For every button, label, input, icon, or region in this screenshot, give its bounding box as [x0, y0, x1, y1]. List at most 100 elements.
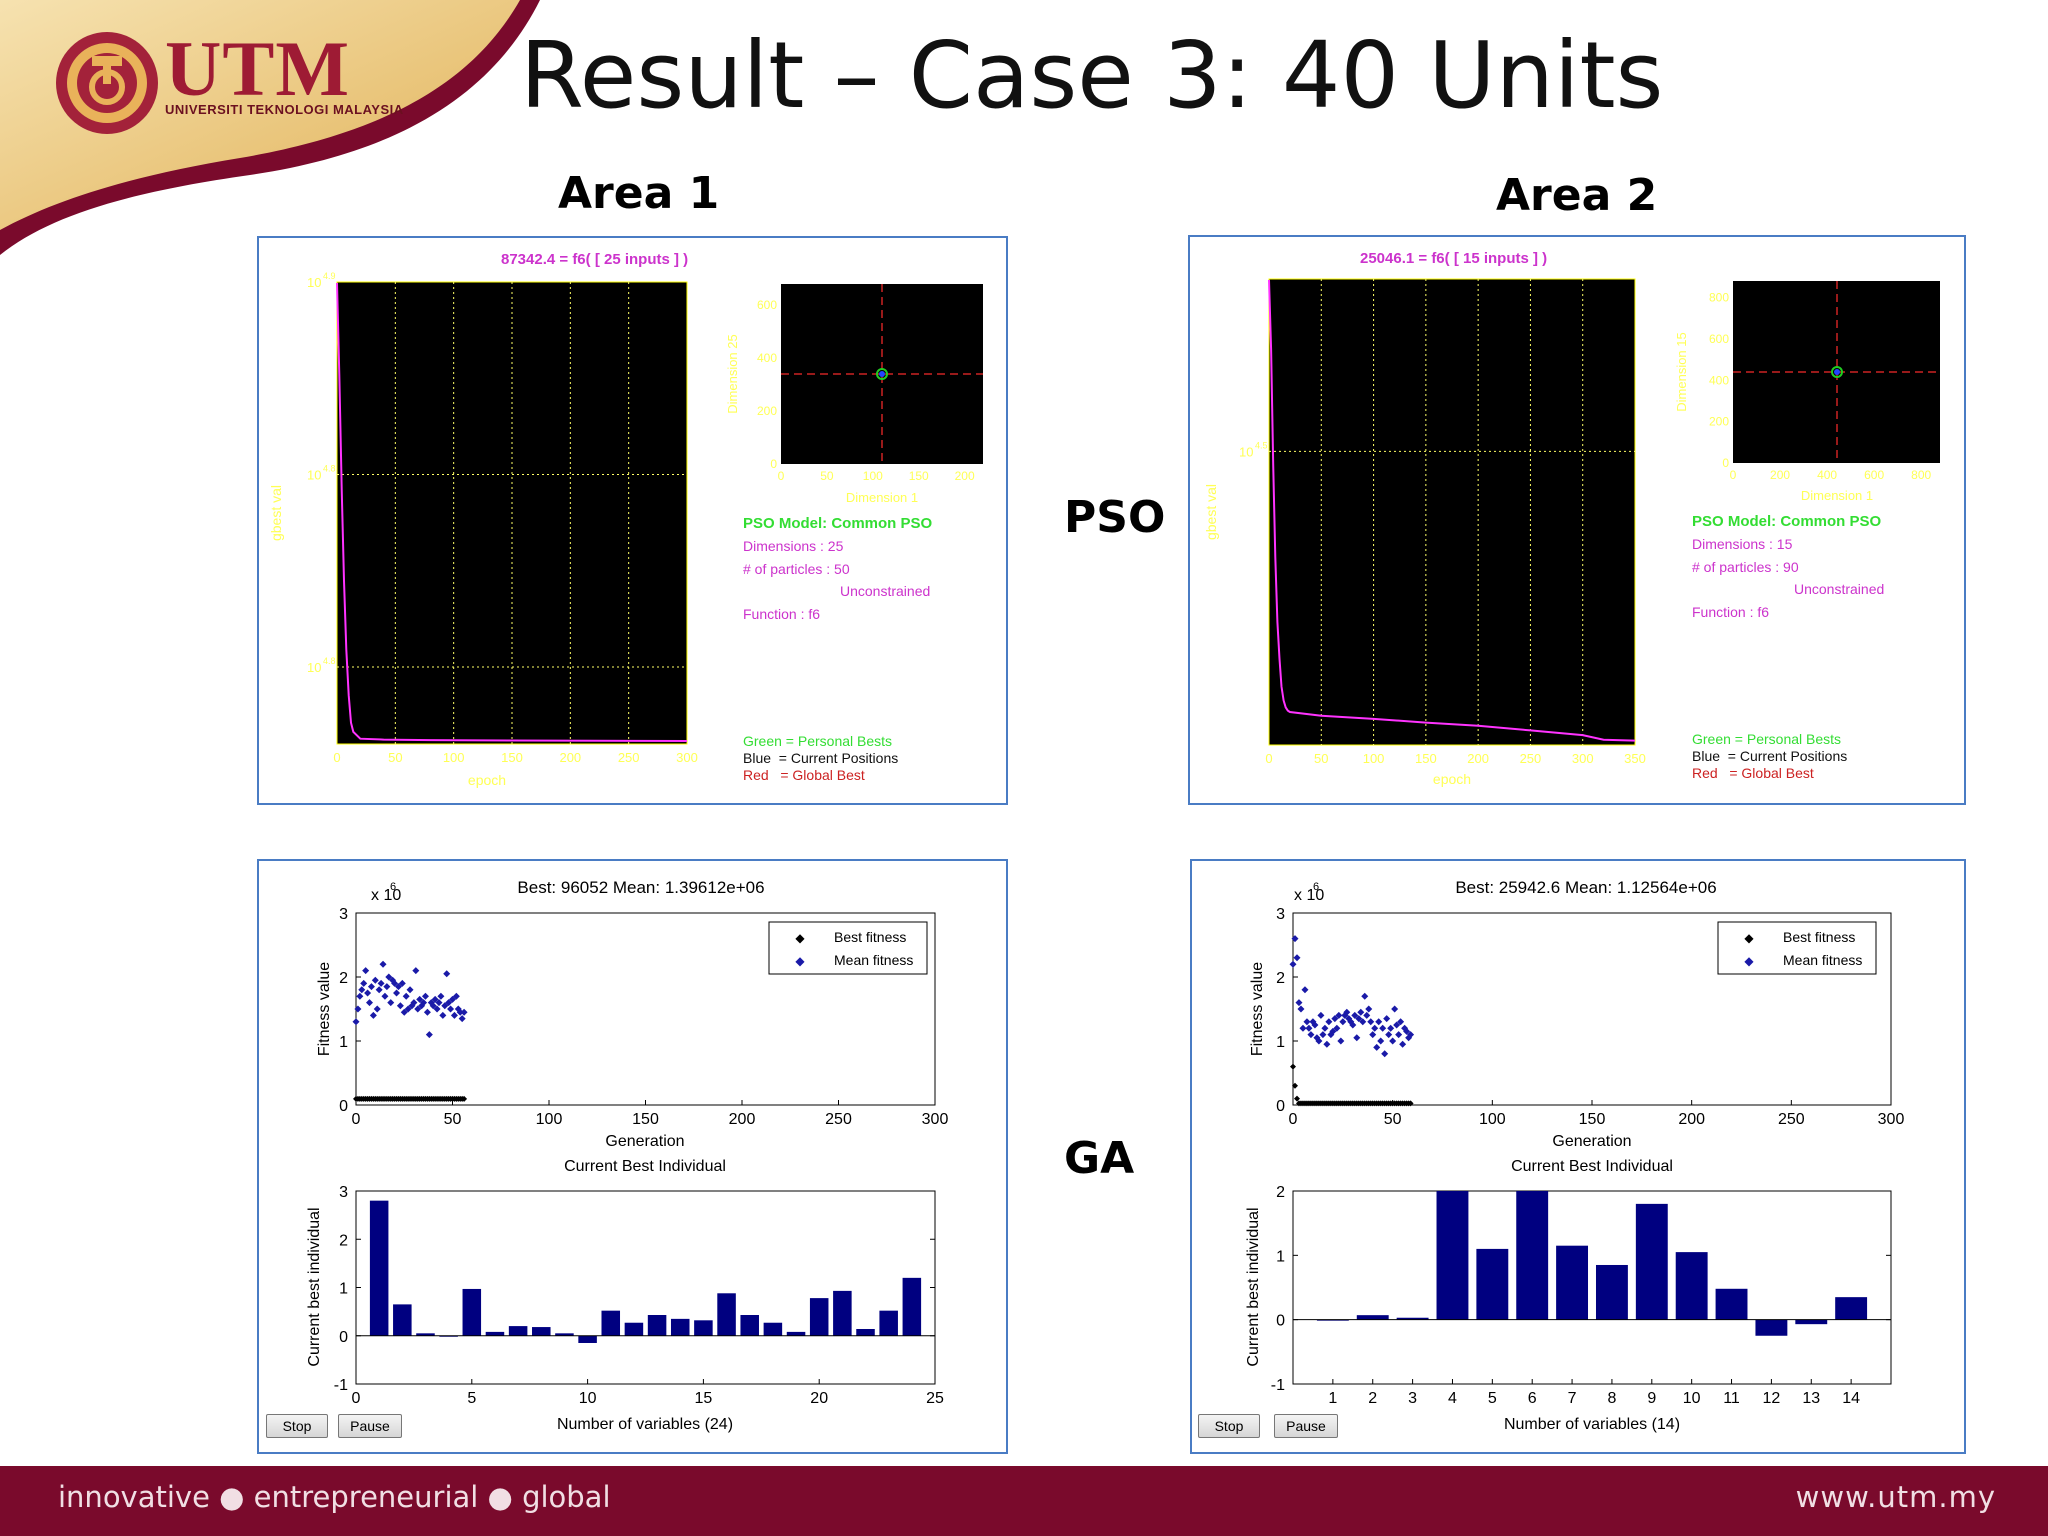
- best-fitness-point: [1291, 1082, 1298, 1089]
- y-tick-label: 2: [1276, 1184, 1285, 1201]
- scatter-x-tick-label: 600: [1864, 468, 1884, 482]
- ga-area1-scatter-marks: [352, 960, 468, 1102]
- y-tick-label: 0: [339, 1098, 348, 1115]
- area-2-label: Area 2: [1496, 170, 1658, 221]
- bar: [1595, 1264, 1628, 1320]
- mean-fitness-point: [1351, 1011, 1359, 1019]
- mean-fitness-point: [414, 1005, 422, 1013]
- pso-area1-x-ticks: 0 50 100 150 200 250 300: [333, 750, 697, 765]
- bar: [1556, 1245, 1589, 1320]
- pso-area1-constraint: Unconstrained: [840, 583, 930, 599]
- pso-area2-legend-red: Red = Global Best: [1692, 765, 1814, 781]
- scatter-y-tick-label: 600: [1709, 332, 1729, 346]
- x-tick-label: 100: [536, 1111, 563, 1128]
- ga-area2-scatter-y-ticks: 0 1 2 3: [1276, 906, 1298, 1115]
- logo-wordmark: UTM: [165, 25, 350, 112]
- ga-area2-exp-label: x 10: [1294, 887, 1324, 904]
- y-tick-label: 2: [1276, 970, 1285, 987]
- mean-fitness-point: [1365, 1005, 1373, 1013]
- ga-area2-pause-button[interactable]: Pause: [1274, 1414, 1338, 1438]
- y-tick-exponent: 4.8: [323, 656, 336, 666]
- x-tick-label: 200: [1678, 1111, 1705, 1128]
- pso-area1-gbest-line: [336, 282, 688, 742]
- logo-subtitle: UNIVERSITI TEKNOLOGI MALAYSIA: [165, 102, 404, 117]
- y-tick-label: 0: [1276, 1313, 1285, 1330]
- mean-fitness-point: [1369, 1031, 1377, 1039]
- mean-fitness-point: [406, 986, 414, 994]
- x-tick-label: 50: [388, 750, 402, 765]
- pso-area2-model: PSO Model: Common PSO: [1692, 513, 1882, 530]
- bar: [1755, 1319, 1788, 1336]
- mean-fitness-point: [364, 989, 372, 997]
- y-tick-label: -1: [1271, 1377, 1285, 1394]
- mean-fitness-point: [1393, 1021, 1401, 1029]
- mean-fitness-point: [1311, 1021, 1319, 1029]
- mean-fitness-point: [1363, 1011, 1371, 1019]
- y-tick-label: 0: [339, 1329, 348, 1346]
- mean-fitness-point: [1291, 935, 1299, 943]
- mean-fitness-point: [1387, 1024, 1395, 1032]
- utm-crest-icon: [56, 32, 158, 134]
- ga-area1-exp-power: 6: [390, 881, 396, 893]
- y-tick-label: -1: [334, 1377, 348, 1394]
- pso-area2-figure: 25046.1 = f6( [ 15 inputs ] ) 0 50 100 150 2…: [1203, 250, 1940, 903]
- pso-area1-scatter-xlabel: Dimension 1: [846, 490, 918, 505]
- x-tick-label: 250: [618, 750, 640, 765]
- mean-fitness-point: [400, 1008, 408, 1016]
- mean-fitness-point: [393, 989, 401, 997]
- mean-fitness-point: [1349, 1021, 1357, 1029]
- y-tick-label: 3: [339, 1184, 348, 1201]
- ga-area1-bars: [356, 1200, 935, 1343]
- mean-fitness-point: [1355, 1015, 1363, 1023]
- mean-fitness-point: [1333, 1024, 1341, 1032]
- pso-area1-current-position-marker: [879, 371, 885, 377]
- ga-area2-panel: Best: 25942.6 Mean: 1.12564e+06 x 10 6 0…: [1190, 859, 1966, 1454]
- mean-fitness-point: [377, 979, 385, 987]
- mean-fitness-point: [1289, 960, 1297, 968]
- mean-fitness-point: [420, 999, 428, 1007]
- mean-fitness-point: [421, 992, 429, 1000]
- ga-area2-title: Best: 25942.6 Mean: 1.12564e+06: [1455, 878, 1716, 897]
- ga-area1-scatter-x-ticks: 0 50 100 150 200 250 300: [352, 1100, 949, 1128]
- bar: [786, 1331, 806, 1336]
- bar: [717, 1293, 736, 1336]
- mean-fitness-point: [396, 1002, 404, 1010]
- mean-fitness-point: [1353, 1034, 1361, 1042]
- footer-website-link[interactable]: www.utm.my: [1795, 1480, 1996, 1514]
- ga-area2-bars: [1293, 1191, 1891, 1336]
- ga-area2-bar-xlabel: Number of variables (14): [1504, 1416, 1680, 1433]
- y-tick-label: 10: [307, 275, 321, 290]
- ga-area1-bar-y-ticks: -1 0 1 2 3: [334, 1184, 935, 1394]
- x-tick-label: 14: [1842, 1390, 1860, 1407]
- mean-fitness-point: [1385, 1031, 1393, 1039]
- mean-fitness-point: [418, 1002, 426, 1010]
- mean-fitness-point: [387, 999, 395, 1007]
- x-tick-label: 300: [922, 1111, 949, 1128]
- ga-area2-scatter-x-ticks: 0 50 100 150 200 250 300: [1289, 1100, 1904, 1128]
- pso-area2-scatter-x-ticks: 0 200 400 600 800: [1730, 468, 1932, 482]
- x-tick-label: 7: [1568, 1390, 1577, 1407]
- pso-area1-personal-best-marker: [876, 368, 888, 380]
- ga-area1-exp-label: x 10: [371, 887, 401, 904]
- scatter-x-tick-label: 150: [909, 469, 929, 483]
- bar: [532, 1327, 551, 1336]
- mean-fitness-point: [1305, 1024, 1313, 1032]
- scatter-y-tick-label: 600: [757, 298, 777, 312]
- mean-fitness-point: [1371, 1024, 1379, 1032]
- pso-area1-model: PSO Model: Common PSO: [743, 515, 933, 532]
- ga-area1-legend-best-marker: ◆: [795, 931, 805, 945]
- mean-fitness-point: [408, 1002, 416, 1010]
- bar: [1356, 1315, 1389, 1320]
- mean-fitness-point: [1323, 1040, 1331, 1048]
- ga-area1-pause-button[interactable]: Pause: [338, 1414, 402, 1438]
- mean-fitness-point: [366, 999, 374, 1007]
- ga-area1-bar-axes: [355, 1190, 936, 1385]
- mean-fitness-point: [404, 1005, 412, 1013]
- ga-area2-stop-button[interactable]: Stop: [1198, 1414, 1260, 1438]
- mean-fitness-point: [443, 970, 451, 978]
- ga-area1-stop-button[interactable]: Stop: [266, 1414, 328, 1438]
- ga-area2-legend-mean: Mean fitness: [1783, 952, 1862, 968]
- ga-area1-bar-x-ticks: 0 5 10 15 20 25: [352, 1379, 944, 1407]
- pso-area2-constraint: Unconstrained: [1794, 581, 1884, 597]
